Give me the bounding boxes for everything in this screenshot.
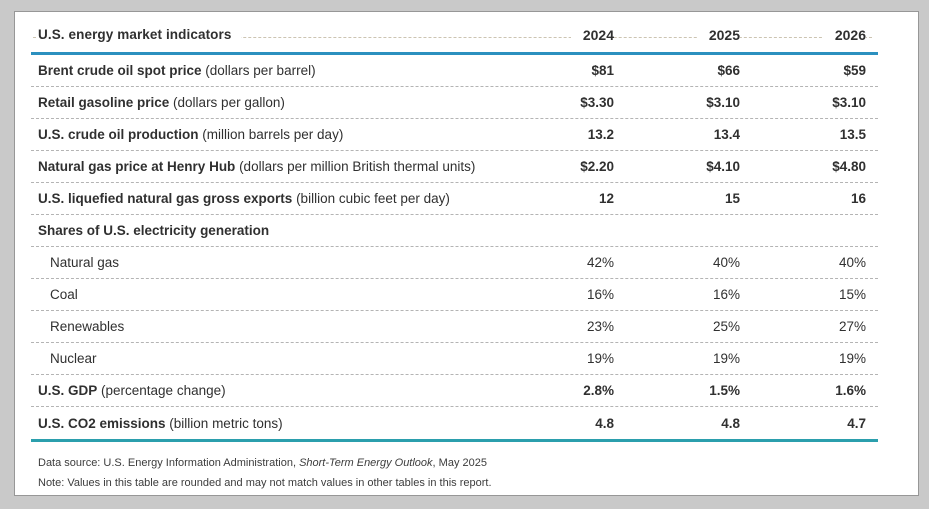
table-row: Natural gas price at Henry Hub (dollars … [31,151,878,183]
table-title-cell: U.S. energy market indicators [38,26,488,44]
row-value: 16% [712,287,740,302]
row-value: 16 [850,191,866,206]
report-card: U.S. energy market indicators 2024 2025 … [14,11,919,496]
data-source-prefix: Data source: U.S. Energy Information Adm… [38,457,300,469]
row-value: 27% [838,319,866,334]
table-body: Brent crude oil spot price (dollars per … [31,55,878,439]
row-label: Natural gas [50,255,120,270]
row-label-cell: U.S. liquefied natural gas gross exports… [38,191,488,206]
row-value: 23% [586,319,614,334]
row-label: U.S. CO2 emissions [38,415,166,431]
row-value: $4.10 [706,159,740,174]
row-value: 1.5% [709,383,740,398]
row-value: $3.10 [706,95,740,110]
row-value: $81 [591,63,614,78]
column-header-2024-label: 2024 [570,27,614,43]
row-label-cell: Coal [38,287,488,302]
row-label-cell: Brent crude oil spot price (dollars per … [38,63,488,78]
row-value: 40% [712,255,740,270]
column-header-2025: 2025 [614,27,740,43]
row-value: $59 [843,63,866,78]
row-label: Brent crude oil spot price [38,63,202,78]
row-value: 40% [838,255,866,270]
row-value: 2.8% [583,383,614,398]
data-source-suffix: , May 2025 [432,457,487,469]
row-label-cell: U.S. crude oil production (million barre… [38,127,488,142]
row-label: Retail gasoline price [38,95,170,110]
energy-indicators-table: U.S. energy market indicators 2024 2025 … [31,18,878,442]
row-label-cell: U.S. CO2 emissions (billion metric tons) [38,416,488,431]
table-row: Natural gas 42% 40% 40% [31,247,878,279]
column-header-2025-label: 2025 [696,27,740,43]
table-row: Nuclear 19% 19% 19% [31,343,878,375]
table-title: U.S. energy market indicators [38,27,242,42]
row-label-cell: Renewables [38,319,488,334]
row-label-cell: Natural gas [38,255,488,270]
table-row: U.S. liquefied natural gas gross exports… [31,183,878,215]
row-value: 25% [712,319,740,334]
row-label: Natural gas price at Henry Hub [38,159,236,174]
table-row: Coal 16% 16% 15% [31,279,878,311]
row-label: U.S. GDP [38,383,98,398]
row-label: U.S. crude oil production [38,127,199,142]
row-value: $3.10 [832,95,866,110]
row-value: 4.7 [847,415,866,431]
row-value: $3.30 [580,95,614,110]
header-rule [31,52,878,55]
table-row: Renewables 23% 25% 27% [31,311,878,343]
row-value: 42% [586,255,614,270]
row-value: $4.80 [832,159,866,174]
row-label: Coal [50,287,78,302]
column-header-2026-label: 2026 [822,27,866,43]
row-label: Shares of U.S. electricity generation [38,223,270,238]
table-row: Brent crude oil spot price (dollars per … [31,55,878,87]
row-value: 19% [586,351,614,366]
row-unit: (dollars per million British thermal uni… [235,159,476,174]
note-line: Note: Values in this table are rounded a… [38,477,492,489]
column-header-2026: 2026 [740,27,866,43]
row-unit: (billion cubic feet per day) [292,191,450,206]
row-value: 19% [838,351,866,366]
column-header-2024: 2024 [488,27,614,43]
bottom-rule [31,439,878,442]
row-unit: (dollars per gallon) [169,95,285,110]
data-source-publication: Short-Term Energy Outlook [299,457,433,469]
header-leader-line [33,37,872,39]
row-label: U.S. liquefied natural gas gross exports [38,191,293,206]
row-unit: (billion metric tons) [165,415,283,431]
row-unit: (percentage change) [97,383,226,398]
row-label-cell: Natural gas price at Henry Hub (dollars … [38,159,488,174]
row-unit: (dollars per barrel) [201,63,316,78]
row-value: 4.8 [595,415,614,431]
row-value: 13.5 [839,127,866,142]
row-value: $66 [717,63,740,78]
table-row: U.S. crude oil production (million barre… [31,119,878,151]
row-value: 4.8 [721,415,740,431]
row-value: 15% [838,287,866,302]
table-row: Retail gasoline price (dollars per gallo… [31,87,878,119]
row-label: Renewables [50,319,125,334]
row-value: 13.2 [587,127,614,142]
row-value: $2.20 [580,159,614,174]
row-label: Nuclear [50,351,97,366]
row-value: 19% [712,351,740,366]
row-value: 15 [724,191,740,206]
table-footer: Data source: U.S. Energy Information Adm… [31,442,878,489]
table-header-row: U.S. energy market indicators 2024 2025 … [31,18,878,52]
row-label-cell: Shares of U.S. electricity generation [38,223,866,238]
row-value: 16% [586,287,614,302]
section-header-row: Shares of U.S. electricity generation [31,215,878,247]
row-value: 1.6% [835,383,866,398]
table-row: U.S. GDP (percentage change) 2.8% 1.5% 1.6% [31,375,878,407]
row-value: 13.4 [713,127,740,142]
row-label-cell: U.S. GDP (percentage change) [38,383,488,398]
row-unit: (million barrels per day) [198,127,344,142]
row-label-cell: Retail gasoline price (dollars per gallo… [38,95,488,110]
row-label-cell: Nuclear [38,351,488,366]
row-value: 12 [598,191,614,206]
data-source-line: Data source: U.S. Energy Information Adm… [38,457,878,469]
table-row: U.S. CO2 emissions (billion metric tons)… [31,407,878,439]
